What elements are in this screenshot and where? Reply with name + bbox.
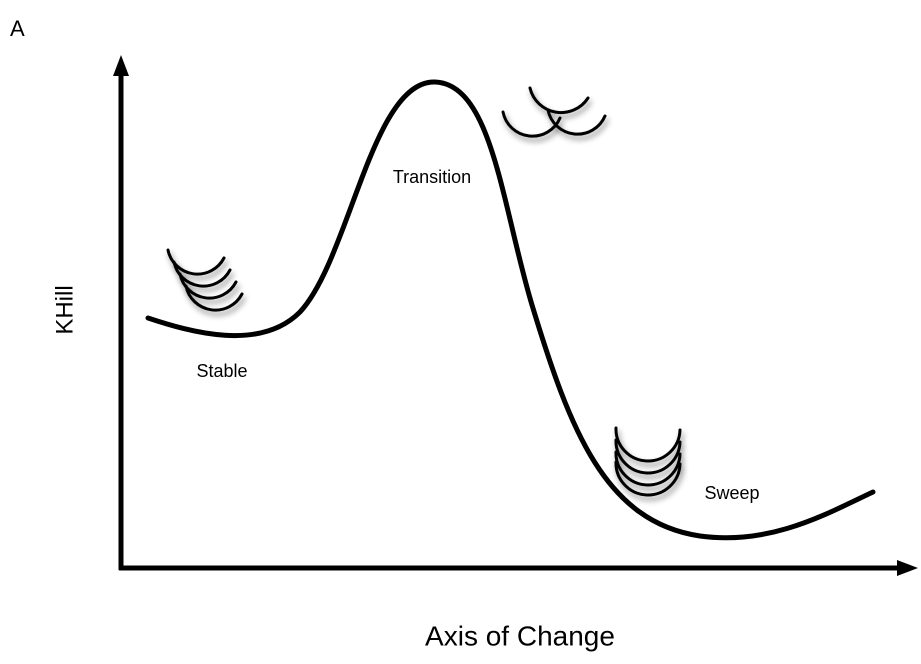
cup	[172, 260, 232, 288]
cup	[184, 284, 244, 312]
cup	[614, 460, 682, 497]
annotation: Stable	[196, 361, 247, 381]
cup	[166, 248, 226, 276]
transition-cups	[501, 86, 607, 138]
y-axis-label: KHill	[51, 285, 78, 334]
x-axis-arrow	[897, 560, 918, 576]
cup	[501, 110, 562, 138]
sweep-cups	[614, 426, 682, 497]
panel-label: A	[10, 16, 25, 41]
annotation: Transition	[393, 167, 471, 187]
cup	[614, 426, 682, 463]
x-axis-label: Axis of Change	[425, 620, 615, 651]
cup	[546, 108, 607, 136]
y-axis-arrow	[113, 55, 129, 76]
cup	[528, 86, 590, 115]
stable-cups	[166, 248, 244, 312]
cup	[614, 450, 682, 487]
annotation: Sweep	[704, 483, 759, 503]
cup	[614, 438, 682, 475]
landscape-curve	[145, 79, 876, 541]
cup	[178, 272, 238, 300]
